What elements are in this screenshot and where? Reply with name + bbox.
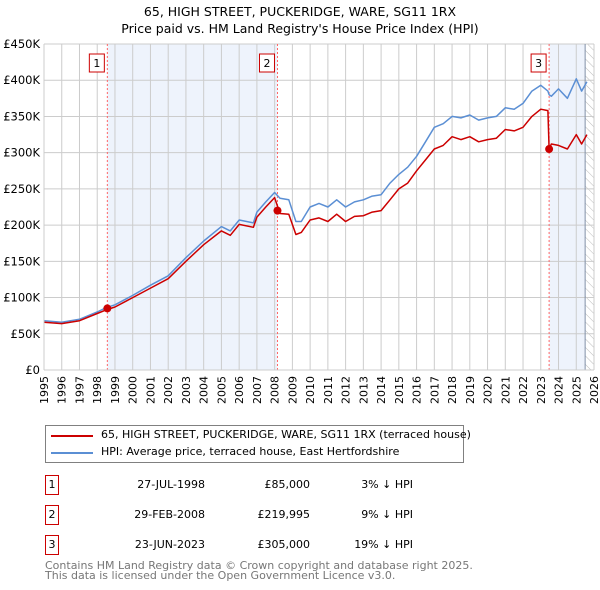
legend-swatch-red (51, 435, 93, 437)
legend-swatch-blue (51, 452, 93, 454)
sale-hpi-diff: 9% ↓ HPI (361, 508, 413, 521)
sale-label-box (530, 53, 547, 73)
y-tick-label: £100K (3, 291, 40, 305)
y-tick-label: £250K (3, 182, 40, 196)
y-tick-label: £200K (3, 218, 40, 232)
x-tick-label: 2001 (144, 376, 157, 404)
sale-point (545, 145, 554, 154)
legend: 65, HIGH STREET, PUCKERIDGE, WARE, SG11 … (45, 425, 471, 463)
sale-hpi-diff: 19% ↓ HPI (354, 538, 413, 551)
footer-copyright: Contains HM Land Registry data © Crown c… (45, 559, 473, 572)
y-tick-label: £400K (3, 73, 40, 87)
footer-licence: This data is licensed under the Open Gov… (45, 569, 396, 582)
sale-marker-number: 1 (45, 475, 59, 495)
y-tick-label: £300K (3, 146, 40, 160)
x-tick-label: 2011 (322, 376, 335, 404)
x-tick-label: 2006 (233, 376, 246, 404)
sale-point (103, 304, 112, 313)
sale-price: £305,000 (257, 538, 311, 551)
x-tick-label: 2025 (570, 376, 583, 404)
x-tick-label: 2003 (180, 376, 193, 404)
y-tick-label: £50K (11, 327, 41, 341)
legend-item-property: 65, HIGH STREET, PUCKERIDGE, WARE, SG11 … (46, 428, 471, 444)
y-tick-label: £150K (3, 254, 40, 268)
x-tick-label: 2024 (553, 376, 566, 404)
x-tick-label: 2014 (375, 376, 388, 404)
x-tick-label: 2008 (269, 376, 282, 404)
y-tick-label: £0 (25, 363, 40, 377)
x-tick-label: 2007 (251, 376, 264, 404)
sale-date: 29-FEB-2008 (134, 508, 205, 521)
sale-marker-number: 3 (45, 535, 59, 555)
x-tick-label: 2015 (393, 376, 406, 404)
forecast-hatch (585, 44, 594, 370)
sale-price: £219,995 (257, 508, 311, 521)
shaded-period (107, 44, 278, 370)
x-tick-label: 2000 (127, 376, 140, 404)
x-tick-label: 2022 (517, 376, 530, 404)
chart-title: 65, HIGH STREET, PUCKERIDGE, WARE, SG11 … (143, 4, 457, 19)
sale-label-number: 2 (263, 57, 270, 70)
y-tick-label: £350K (3, 109, 40, 123)
x-tick-label: 2020 (482, 376, 495, 404)
x-tick-label: 2017 (428, 376, 441, 404)
legend-item-hpi: HPI: Average price, terraced house, East… (46, 445, 461, 461)
x-tick-label: 1995 (38, 376, 51, 404)
x-tick-label: 1997 (73, 376, 86, 404)
sale-date: 23-JUN-2023 (134, 538, 205, 551)
x-tick-label: 2005 (215, 376, 228, 404)
x-tick-label: 2004 (198, 376, 211, 404)
chart-subtitle: Price paid vs. HM Land Registry's House … (121, 21, 479, 36)
x-tick-label: 2026 (588, 376, 600, 404)
legend-label: HPI: Average price, terraced house, East… (101, 445, 400, 458)
sale-label-box (88, 53, 105, 73)
x-tick-label: 2012 (340, 376, 353, 404)
sale-date: 27-JUL-1998 (137, 478, 205, 491)
x-tick-label: 2018 (446, 376, 459, 404)
sale-hpi-diff: 3% ↓ HPI (361, 478, 413, 491)
sale-point (273, 206, 282, 215)
x-tick-label: 2016 (411, 376, 424, 404)
property-price-line (43, 108, 588, 325)
x-tick-label: 2013 (357, 376, 370, 404)
sale-label-number: 3 (535, 57, 542, 70)
sale-marker-number: 2 (45, 505, 59, 525)
price-chart: 1995 1996 1997 1998 1999 2000 2001 2002 2003 2004… (3, 37, 600, 404)
x-tick-label: 2010 (304, 376, 317, 404)
sale-label-number: 1 (93, 57, 100, 70)
x-tick-label: 2009 (286, 376, 299, 404)
x-tick-label: 1998 (91, 376, 104, 404)
x-tick-label: 1999 (109, 376, 122, 404)
x-tick-label: 2023 (535, 376, 548, 404)
hpi-line (43, 78, 588, 323)
legend-label: 65, HIGH STREET, PUCKERIDGE, WARE, SG11 … (101, 428, 471, 441)
x-tick-label: 2002 (162, 376, 175, 404)
x-tick-label: 1996 (56, 376, 69, 404)
sale-label-box (258, 53, 275, 73)
x-tick-label: 2021 (499, 376, 512, 404)
x-tick-label: 2019 (464, 376, 477, 404)
y-tick-label: £450K (3, 37, 40, 51)
sale-price: £85,000 (264, 478, 311, 491)
